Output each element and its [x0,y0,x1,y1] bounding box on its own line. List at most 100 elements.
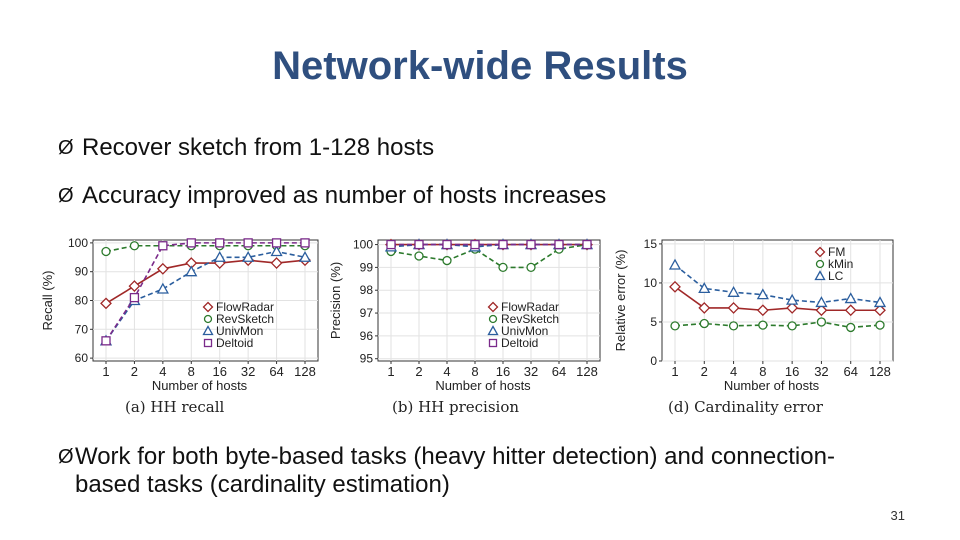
x-tick-label: 4 [443,364,450,379]
series-Deltoid [101,238,310,346]
x-tick-label: 2 [415,364,422,379]
legend-marker [203,314,213,324]
x-tick-label: 128 [576,364,598,379]
data-point [670,321,680,331]
y-axis-label: Recall (%) [40,271,55,331]
data-point [699,318,709,329]
data-point [786,293,799,305]
data-point [756,288,769,300]
data-point [874,304,886,317]
y-tick-label: 80 [75,294,89,308]
data-point [727,285,740,297]
series-kMin [670,317,885,333]
bullet-arrow-icon: Ø [58,137,74,159]
data-point [875,320,885,330]
data-point [442,239,452,250]
legend-marker [815,259,825,269]
x-tick-label: 8 [759,364,766,379]
y-tick-label: 97 [360,306,374,320]
y-tick-label: 60 [75,351,89,365]
x-tick-label: 8 [188,364,195,379]
data-point [300,238,310,248]
data-point [816,317,827,327]
legend-label: RevSketch [216,312,274,326]
slide-title: Network-wide Results [272,44,688,88]
legend-label: Deltoid [501,336,538,350]
x-tick-label: 8 [471,364,478,379]
legend-marker [203,338,213,348]
series-line [105,250,306,342]
data-point [815,296,828,308]
legend-marker [814,246,826,258]
data-point [129,241,140,251]
data-point [213,250,226,262]
data-point [129,292,140,303]
data-point [156,262,169,275]
legend-label: RevSketch [501,312,559,326]
page-number: 31 [890,508,905,523]
data-point [186,238,196,248]
chart-caption: (a) HH recall [125,398,225,416]
data-point [582,239,592,250]
x-tick-label: 1 [102,364,109,379]
data-point [156,282,169,294]
data-point [386,239,396,250]
data-point [844,292,857,304]
legend-label: UnivMon [216,324,263,338]
data-point [414,239,424,250]
data-point [101,246,111,257]
x-tick-label: 16 [212,364,226,379]
data-point [185,265,198,277]
data-point [786,301,799,314]
y-tick-label: 96 [360,329,374,343]
x-tick-label: 128 [294,364,316,379]
data-point [698,301,711,314]
data-point [101,336,111,346]
y-tick-label: 90 [75,265,89,279]
x-tick-label: 1 [387,364,394,379]
y-tick-label: 99 [360,260,374,274]
legend-label: LC [828,269,844,283]
series-LC [668,258,887,308]
y-tick-label: 0 [650,354,657,368]
data-point [414,251,424,261]
chart-caption: (d) Cardinality error [668,398,824,416]
x-tick-label: 4 [159,364,166,379]
legend-label: UnivMon [501,324,548,338]
y-axis-label: Precision (%) [328,262,343,339]
data-point [727,301,740,314]
x-tick-label: 64 [269,364,283,379]
data-point [873,296,887,308]
x-axis-label: Number of hosts [152,378,248,393]
y-tick-label: 70 [75,322,89,336]
y-tick-label: 95 [360,352,374,366]
data-point [498,239,508,250]
legend-marker [202,325,214,336]
series-FM [669,280,886,317]
series-line [390,243,588,269]
legend-marker [488,314,498,324]
x-tick-label: 2 [701,364,708,379]
data-point [128,280,141,293]
data-point [815,304,828,317]
data-point [270,257,283,269]
data-point [242,250,255,262]
y-tick-label: 10 [644,276,658,290]
bullet-item: Ø Work for both byte-based tasks (heavy … [58,443,878,499]
x-tick-label: 32 [241,364,255,379]
legend-marker [814,270,826,281]
data-point [728,321,739,331]
x-tick-label: 128 [869,364,891,379]
y-tick-label: 100 [68,236,88,250]
bullet-item: Ø Accuracy improved as number of hosts i… [58,182,606,210]
data-point [669,280,681,293]
data-point [756,304,769,317]
data-point [243,238,253,248]
plot-frame [661,239,894,362]
legend-label: FM [828,245,845,259]
bullet-text: Work for both byte-based tasks (heavy hi… [74,443,835,498]
bullet-item: Ø Recover sketch from 1-128 hosts [58,134,434,162]
